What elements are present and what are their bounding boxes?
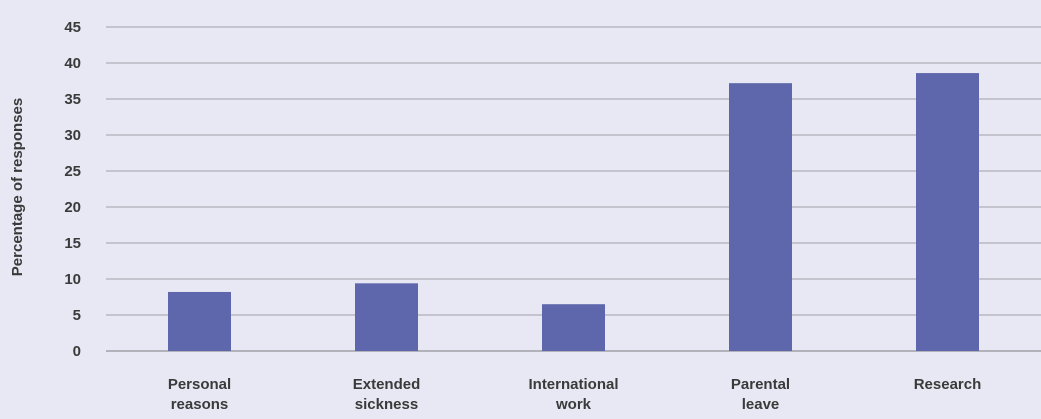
bar: [542, 304, 605, 351]
x-axis-ticks: Personal reasons Extended sickness Internati…: [168, 376, 981, 413]
y-tick-label: 25: [64, 163, 81, 180]
x-tick-label: Parental leave: [731, 376, 790, 413]
y-tick-label: 40: [64, 55, 81, 72]
bars: [168, 73, 979, 351]
bar: [168, 291, 231, 351]
y-axis-ticks: 0 5 10 15 20 25 30 35 40 45: [64, 19, 81, 360]
y-tick-label: 10: [64, 271, 81, 288]
bar: [729, 83, 792, 351]
bar: [355, 283, 418, 351]
x-tick-label: Personal reasons: [168, 376, 231, 413]
y-tick-label: 0: [73, 343, 81, 360]
y-tick-label: 15: [64, 235, 81, 252]
bar: [916, 73, 979, 351]
y-tick-label: 30: [64, 127, 81, 144]
y-tick-label: 35: [64, 91, 81, 108]
y-tick-label: 20: [64, 199, 81, 216]
y-tick-label: 45: [64, 19, 81, 36]
x-tick-label: Research: [914, 376, 982, 393]
gridlines: [106, 26, 1041, 352]
y-axis-label: Percentage of responses: [9, 98, 26, 276]
x-tick-label: International work: [528, 376, 618, 413]
y-tick-label: 5: [73, 307, 81, 324]
x-tick-label: Extended sickness: [353, 376, 421, 413]
